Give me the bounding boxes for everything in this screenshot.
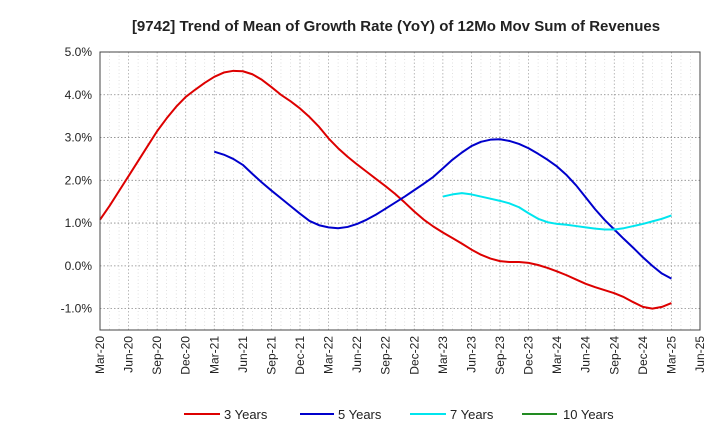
legend: 3 Years 5 Years 7 Years 10 Years [184,407,614,422]
y-tick-label: 3.0% [65,131,93,145]
y-tick-label: 1.0% [65,216,93,230]
series-line-5-years [213,138,672,280]
x-tick-label: Mar-21 [207,336,221,374]
x-tick-label: Dec-21 [293,336,307,375]
x-tick-label: Sep-23 [493,336,507,375]
series-line-3-years [99,69,672,310]
x-tick-label: Mar-25 [664,336,678,374]
x-tick-label: Dec-23 [522,336,536,375]
y-tick-label: 0.0% [65,259,93,273]
legend-item-7-years: 7 Years [410,407,494,422]
legend-label: 3 Years [224,407,268,422]
series-lines [99,69,672,310]
legend-item-10-years: 10 Years [522,407,614,422]
legend-item-5-years: 5 Years [300,407,382,422]
y-tick-label: 5.0% [65,45,93,59]
x-tick-label: Jun-21 [236,336,250,373]
chart-title: [9742] Trend of Mean of Growth Rate (YoY… [132,18,660,35]
x-tick-label: Dec-20 [179,336,193,375]
y-axis-ticks: 5.0% 4.0% 3.0% 2.0% 1.0% 0.0% -1.0% [61,45,93,316]
x-tick-label: Jun-25 [693,336,707,373]
legend-label: 7 Years [450,407,494,422]
x-tick-label: Sep-21 [264,336,278,375]
series-line-7-years [442,192,672,231]
x-tick-label: Mar-24 [550,336,564,374]
legend-label: 10 Years [563,407,614,422]
x-tick-label: Jun-24 [579,336,593,373]
x-tick-label: Mar-22 [322,336,336,374]
y-tick-label: -1.0% [61,302,93,316]
x-tick-label: Dec-24 [636,336,650,375]
grid-lines [99,51,701,330]
x-tick-label: Mar-23 [436,336,450,374]
x-tick-label: Jun-22 [350,336,364,373]
y-tick-label: 4.0% [65,88,93,102]
x-tick-label: Mar-20 [93,336,107,374]
x-tick-label: Dec-22 [407,336,421,375]
x-tick-label: Jun-20 [122,336,136,373]
x-tick-label: Jun-23 [464,336,478,373]
x-tick-label: Sep-20 [150,336,164,375]
x-tick-label: Sep-24 [607,336,621,375]
legend-label: 5 Years [338,407,382,422]
x-tick-label: Sep-22 [379,336,393,375]
y-tick-label: 2.0% [65,173,93,187]
legend-item-3-years: 3 Years [184,407,268,422]
x-axis-ticks: Mar-20 Jun-20 Sep-20 Dec-20 Mar-21 Jun-2… [93,336,707,375]
plot-area [99,51,701,331]
